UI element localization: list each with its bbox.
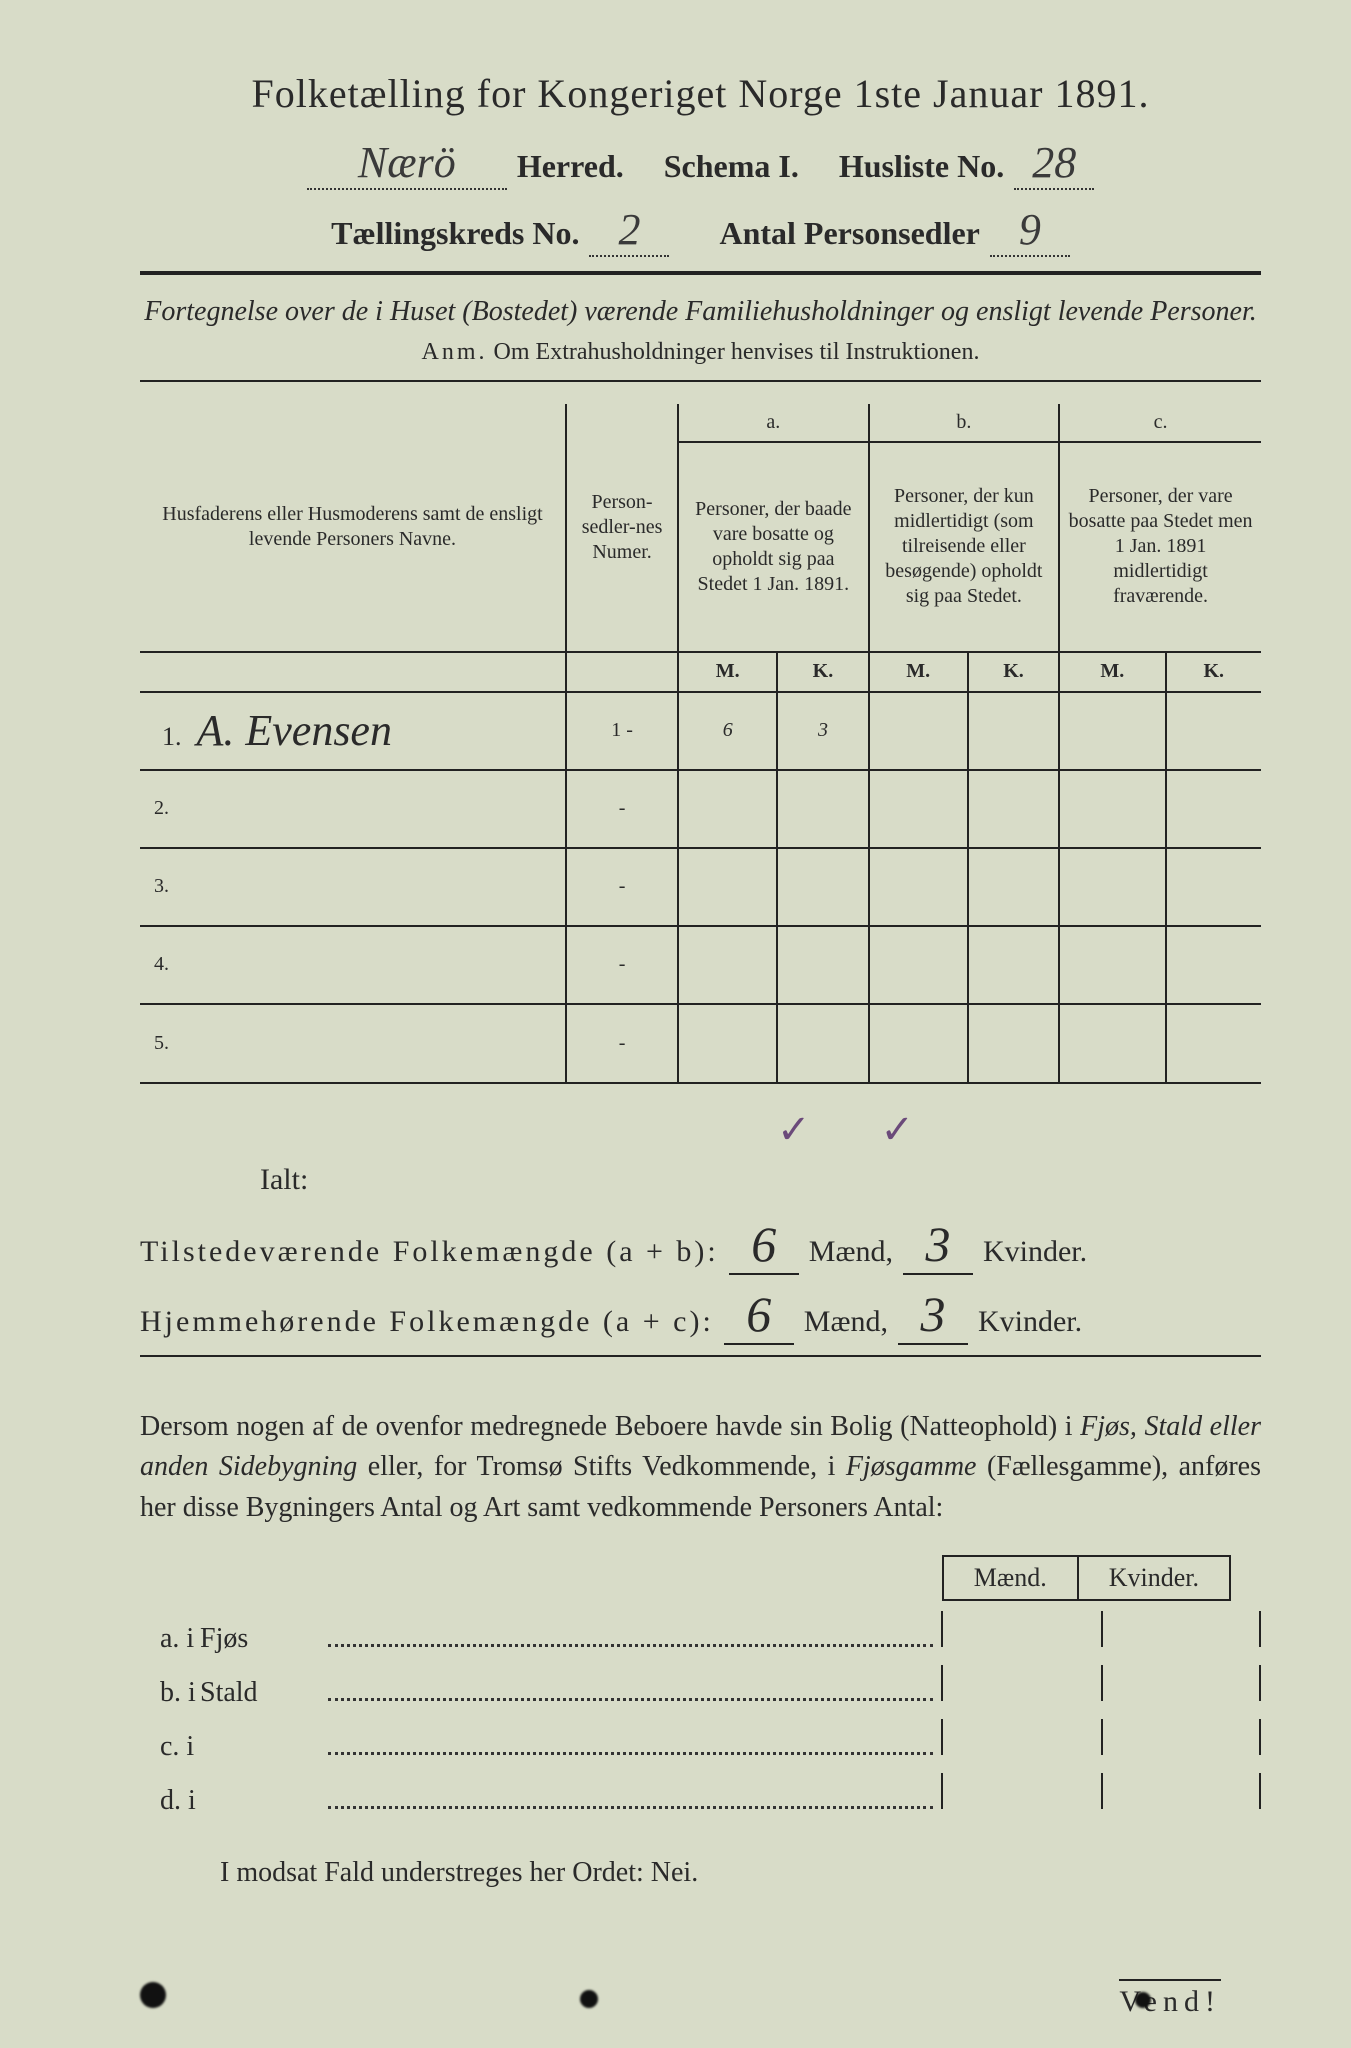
small-mk-header: Mænd. Kvinder. [140, 1555, 1231, 1601]
row-name: A. Evensen [187, 706, 392, 755]
kreds-label: Tællingskreds No. [331, 215, 579, 252]
th-name: Husfaderens eller Husmoderens samt de en… [140, 404, 566, 652]
antal-value: 9 [990, 204, 1070, 257]
side-building-paragraph: Dersom nogen af de ovenfor medregnede Be… [140, 1407, 1261, 1529]
rule-1 [140, 271, 1261, 275]
page-title: Folketælling for Kongeriget Norge 1ste J… [140, 70, 1261, 117]
sum1-m: 6 [729, 1215, 799, 1275]
th-b-label: b. [869, 404, 1060, 442]
row-num: 2. [140, 770, 566, 848]
dot-row: d. i [140, 1773, 1261, 1817]
table-row: 2. - [140, 770, 1261, 848]
maend-label: Mænd, [804, 1305, 888, 1339]
row-a-m: 6 [678, 692, 777, 770]
th-a-label: a. [678, 404, 869, 442]
antal-label: Antal Personsedler [719, 215, 979, 252]
nei-line: I modsat Fald understreges her Ordet: Ne… [220, 1857, 1261, 1889]
dot-row: c. i [140, 1719, 1261, 1763]
husliste-label: Husliste No. [839, 148, 1004, 185]
mk-b-m: M. [869, 652, 968, 692]
herred-value: Nærö [307, 137, 507, 190]
kvinder-label: Kvinder. [983, 1235, 1087, 1269]
mk-a-k: K. [777, 652, 868, 692]
dot-row: b. i Stald [140, 1665, 1261, 1709]
sum2-k: 3 [898, 1285, 968, 1345]
row-b-m [869, 692, 968, 770]
punch-hole-icon [580, 1990, 598, 2008]
rule-2 [140, 380, 1261, 382]
anm-prefix: Anm. [422, 339, 488, 365]
sum2-label: Hjemmehørende Folkemængde (a + c): [140, 1305, 714, 1339]
punch-hole-icon [1135, 1992, 1151, 2008]
row-psn: - [566, 1004, 678, 1082]
row-psn: - [566, 770, 678, 848]
th-c-label: c. [1059, 404, 1261, 442]
sum2-m: 6 [724, 1285, 794, 1345]
ialt-label: Ialt: [260, 1163, 1261, 1197]
table-row: 1. A. Evensen 1 - 6 3 [140, 692, 1261, 770]
row-psn: 1 - [566, 692, 678, 770]
anm-text: Om Extrahusholdninger henvises til Instr… [494, 339, 980, 365]
anm-line: Anm. Om Extrahusholdninger henvises til … [140, 339, 1261, 366]
table-row: 5. - [140, 1004, 1261, 1082]
table-row: 4. - [140, 926, 1261, 1004]
row-num: 3. [140, 848, 566, 926]
mk-c-k: K. [1166, 652, 1261, 692]
row-b-k [968, 692, 1059, 770]
row-num: 4. [140, 926, 566, 1004]
th-b: Personer, der kun midlertidigt (som tilr… [869, 442, 1060, 652]
maend-label: Mænd, [809, 1235, 893, 1269]
dot-row: a. i Fjøs [140, 1611, 1261, 1655]
kreds-value: 2 [589, 204, 669, 257]
kvinder-label: Kvinder. [978, 1305, 1082, 1339]
mk-b-k: K. [968, 652, 1059, 692]
table-row: 3. - [140, 848, 1261, 926]
row-c-m [1059, 692, 1165, 770]
row-c-k [1166, 692, 1261, 770]
rule-3 [140, 1082, 1261, 1084]
dotted-lines: a. i Fjøs b. i Stald c. i d. i [140, 1611, 1261, 1817]
census-table: Husfaderens eller Husmoderens samt de en… [140, 404, 1261, 1082]
sum-line-2: Hjemmehørende Folkemængde (a + c): 6 Mæn… [140, 1285, 1261, 1345]
subtitle-row-2: Tællingskreds No. 2 Antal Personsedler 9 [140, 204, 1261, 257]
row-num: 5. [140, 1004, 566, 1082]
row-psn: - [566, 926, 678, 1004]
sum-line-1: Tilstedeværende Folkemængde (a + b): 6 M… [140, 1215, 1261, 1275]
th-a: Personer, der baade vare bosatte og opho… [678, 442, 869, 652]
row-psn: - [566, 848, 678, 926]
instruction-text: Fortegnelse over de i Huset (Bostedet) v… [140, 293, 1261, 331]
husliste-value: 28 [1014, 137, 1094, 190]
row-a-k: 3 [777, 692, 868, 770]
row-num: 1. [148, 722, 182, 751]
th-c: Personer, der vare bosatte paa Stedet me… [1059, 442, 1261, 652]
schema-label: Schema I. [664, 148, 799, 185]
checkmarks: ✓ ✓ [460, 1106, 1261, 1153]
sum1-k: 3 [903, 1215, 973, 1275]
th-num: Person-sedler-nes Numer. [566, 404, 678, 652]
sum1-label: Tilstedeværende Folkemængde (a + b): [140, 1235, 719, 1269]
mk-a-m: M. [678, 652, 777, 692]
rule-4 [140, 1355, 1261, 1357]
herred-label: Herred. [517, 148, 624, 185]
mk-c-m: M. [1059, 652, 1165, 692]
punch-hole-icon [140, 1982, 166, 2008]
small-m: Mænd. [942, 1555, 1077, 1601]
small-k: Kvinder. [1077, 1555, 1231, 1601]
subtitle-row-1: Nærö Herred. Schema I. Husliste No. 28 [140, 137, 1261, 190]
census-form-page: Folketælling for Kongeriget Norge 1ste J… [0, 0, 1351, 1949]
